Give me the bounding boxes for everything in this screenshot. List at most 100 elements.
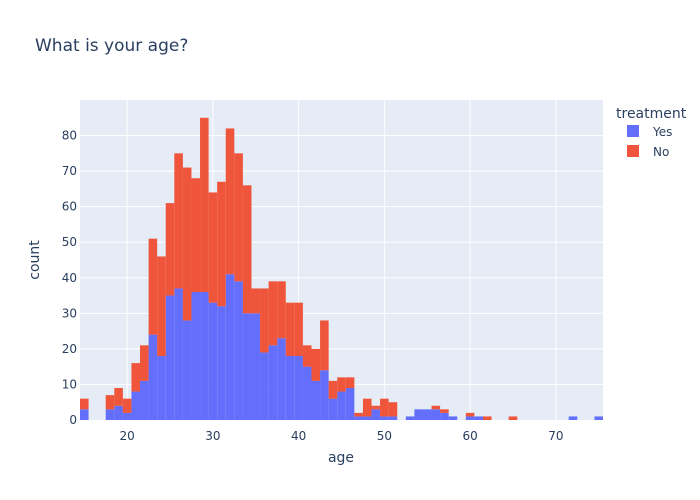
bar-no-46[interactable]	[345, 377, 355, 388]
bar-no-57[interactable]	[440, 409, 449, 413]
bar-yes-18[interactable]	[105, 409, 115, 420]
bar-no-23[interactable]	[148, 238, 158, 335]
bar-yes-35[interactable]	[251, 313, 261, 420]
bar-yes-21[interactable]	[131, 391, 141, 420]
bar-no-41[interactable]	[302, 345, 312, 367]
bar-no-25[interactable]	[165, 203, 175, 296]
bar-yes-55[interactable]	[422, 409, 432, 420]
bar-yes-31[interactable]	[217, 306, 226, 420]
bar-no-24[interactable]	[157, 256, 166, 356]
y-tick-60: 60	[62, 200, 77, 214]
bar-no-48[interactable]	[362, 398, 372, 417]
bar-no-50[interactable]	[380, 398, 389, 417]
bar-yes-44[interactable]	[328, 398, 338, 420]
legend-label-yes[interactable]: Yes	[652, 125, 672, 139]
y-tick-50: 50	[62, 235, 77, 249]
chart-title: What is your age?	[35, 36, 188, 56]
bar-yes-58[interactable]	[448, 416, 458, 420]
bars[interactable]	[80, 117, 603, 420]
bar-yes-34[interactable]	[242, 313, 252, 420]
bar-no-40[interactable]	[294, 302, 303, 356]
bar-no-42[interactable]	[311, 348, 321, 381]
legend-swatch-yes[interactable]	[627, 125, 639, 137]
y-tick-40: 40	[62, 271, 77, 285]
bar-no-35[interactable]	[251, 288, 261, 314]
bar-yes-46[interactable]	[345, 388, 355, 420]
bar-yes-26[interactable]	[174, 288, 183, 420]
bar-no-45[interactable]	[337, 377, 346, 392]
bar-yes-45[interactable]	[337, 391, 346, 420]
bar-yes-53[interactable]	[405, 416, 415, 420]
bar-no-56[interactable]	[431, 405, 441, 410]
bar-yes-24[interactable]	[157, 356, 166, 420]
bar-no-44[interactable]	[328, 380, 338, 399]
bar-yes-60[interactable]	[465, 416, 475, 420]
bar-no-26[interactable]	[174, 153, 183, 289]
bar-no-62[interactable]	[482, 416, 492, 420]
bar-yes-20[interactable]	[122, 412, 132, 420]
bar-no-18[interactable]	[105, 395, 115, 410]
bar-yes-75[interactable]	[594, 416, 603, 420]
bar-no-15[interactable]	[80, 398, 89, 410]
bar-no-37[interactable]	[268, 281, 278, 346]
bar-no-29[interactable]	[200, 117, 209, 293]
bar-no-49[interactable]	[371, 405, 381, 410]
bar-no-22[interactable]	[140, 345, 149, 381]
bar-yes-37[interactable]	[268, 345, 278, 420]
bar-yes-50[interactable]	[380, 416, 389, 420]
bar-yes-61[interactable]	[474, 416, 483, 420]
bar-yes-72[interactable]	[568, 416, 578, 420]
bar-yes-25[interactable]	[165, 295, 175, 420]
bar-yes-32[interactable]	[225, 274, 235, 420]
bar-yes-56[interactable]	[431, 409, 441, 420]
bar-yes-28[interactable]	[191, 292, 201, 420]
bar-no-47[interactable]	[354, 412, 363, 417]
legend-swatch-no[interactable]	[627, 145, 639, 157]
bar-yes-57[interactable]	[440, 412, 449, 420]
bar-no-38[interactable]	[277, 281, 286, 339]
legend[interactable]: treatment Yes No	[616, 106, 687, 159]
bar-yes-38[interactable]	[277, 338, 286, 420]
bar-yes-47[interactable]	[354, 416, 363, 420]
bar-no-21[interactable]	[131, 363, 141, 392]
bar-no-33[interactable]	[234, 153, 243, 282]
bar-yes-27[interactable]	[182, 320, 192, 420]
bar-yes-22[interactable]	[140, 380, 149, 420]
bar-yes-29[interactable]	[200, 292, 209, 420]
bar-yes-42[interactable]	[311, 380, 321, 420]
bar-no-36[interactable]	[260, 288, 269, 353]
bar-yes-40[interactable]	[294, 356, 303, 420]
bar-no-34[interactable]	[242, 185, 252, 314]
bar-yes-41[interactable]	[302, 366, 312, 420]
bar-yes-51[interactable]	[388, 416, 398, 420]
bar-no-30[interactable]	[208, 192, 218, 303]
bar-no-60[interactable]	[465, 412, 475, 417]
bar-yes-48[interactable]	[362, 416, 372, 420]
bar-no-65[interactable]	[508, 416, 518, 420]
x-tick-50: 50	[377, 429, 392, 443]
bar-no-39[interactable]	[285, 302, 295, 356]
bar-yes-43[interactable]	[320, 370, 329, 420]
legend-label-no[interactable]: No	[653, 145, 669, 159]
bar-yes-15[interactable]	[80, 409, 89, 420]
x-tick-70: 70	[548, 429, 563, 443]
bar-no-20[interactable]	[122, 398, 132, 413]
bar-yes-23[interactable]	[148, 334, 158, 420]
bar-no-19[interactable]	[114, 388, 123, 406]
x-tick-30: 30	[205, 429, 220, 443]
bar-yes-36[interactable]	[260, 352, 269, 420]
bar-no-51[interactable]	[388, 402, 398, 417]
bar-yes-49[interactable]	[371, 409, 381, 420]
bar-no-32[interactable]	[225, 128, 235, 275]
y-tick-70: 70	[62, 164, 77, 178]
bar-no-27[interactable]	[182, 167, 192, 321]
bar-no-28[interactable]	[191, 178, 201, 292]
bar-yes-19[interactable]	[114, 405, 123, 420]
bar-yes-39[interactable]	[285, 356, 295, 420]
bar-no-31[interactable]	[217, 181, 226, 307]
bar-yes-30[interactable]	[208, 302, 218, 420]
bar-yes-33[interactable]	[234, 281, 243, 420]
bar-yes-54[interactable]	[414, 409, 423, 420]
x-tick-labels: 20 30 40 50 60 70	[120, 429, 564, 443]
bar-no-43[interactable]	[320, 320, 329, 371]
